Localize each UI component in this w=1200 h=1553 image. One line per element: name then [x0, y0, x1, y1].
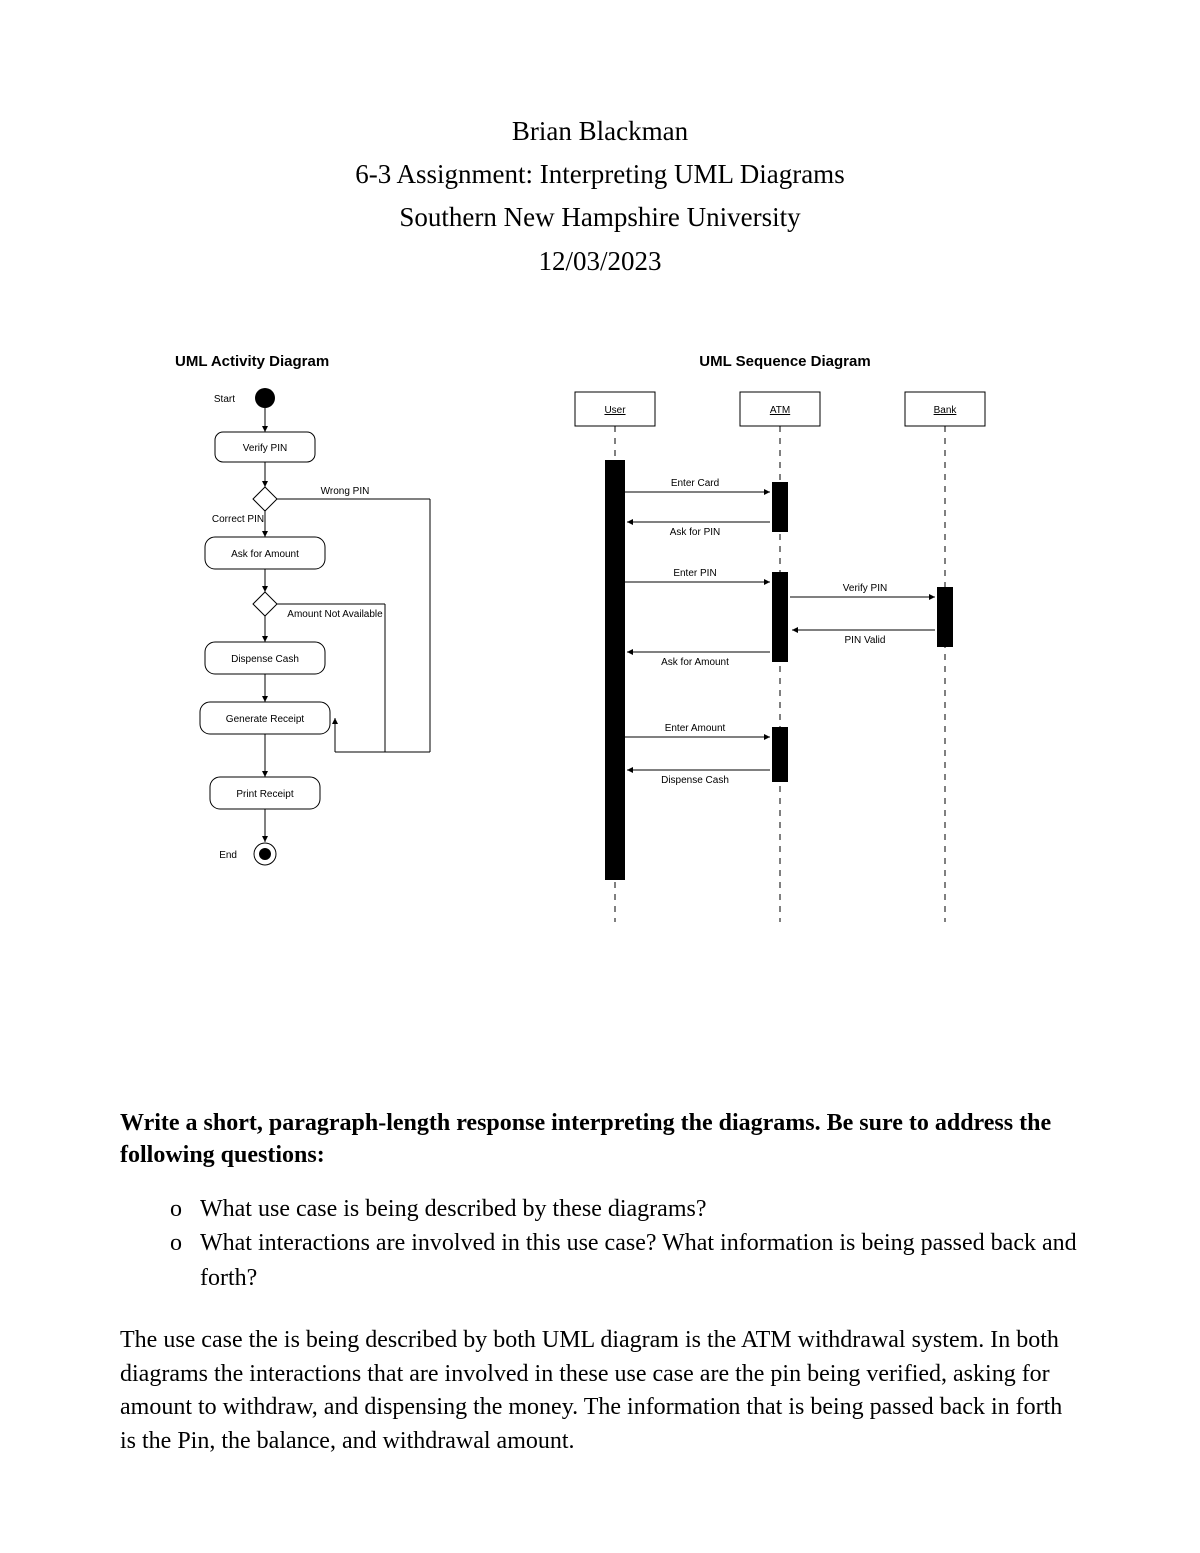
- assignment-line: 6-3 Assignment: Interpreting UML Diagram…: [120, 153, 1080, 196]
- activity-diagram: UML Activity Diagram Start Verify PIN Co…: [175, 353, 495, 947]
- sequence-diagram: UML Sequence Diagram User ATM Bank: [545, 353, 1025, 947]
- institution-line: Southern New Hampshire University: [120, 196, 1080, 239]
- author-line: Brian Blackman: [120, 110, 1080, 153]
- atm-activation-3: [772, 727, 788, 782]
- decision-pin: [253, 487, 277, 511]
- bank-label: Bank: [934, 405, 958, 416]
- print-receipt-text: Print Receipt: [236, 789, 293, 800]
- answer-paragraph: The use case the is being described by b…: [120, 1324, 1080, 1458]
- verify-pin-text: Verify PIN: [243, 443, 287, 454]
- user-label: User: [604, 405, 626, 416]
- atm-label: ATM: [770, 405, 790, 416]
- msg-ask-amount: Ask for Amount: [661, 657, 729, 668]
- activity-svg: Start Verify PIN Correct PIN Wrong PIN A…: [175, 382, 495, 942]
- msg-dispense-cash: Dispense Cash: [661, 775, 729, 786]
- atm-activation-1: [772, 482, 788, 532]
- diagrams-row: UML Activity Diagram Start Verify PIN Co…: [120, 353, 1080, 947]
- msg-enter-amount: Enter Amount: [665, 723, 726, 734]
- user-activation: [605, 460, 625, 880]
- correct-pin-label: Correct PIN: [212, 514, 264, 525]
- atm-activation-2: [772, 572, 788, 662]
- date-line: 12/03/2023: [120, 240, 1080, 283]
- msg-pin-valid: PIN Valid: [845, 635, 886, 646]
- msg-enter-pin: Enter PIN: [673, 568, 716, 579]
- header-block: Brian Blackman 6-3 Assignment: Interpret…: [120, 110, 1080, 283]
- msg-ask-pin: Ask for PIN: [670, 527, 721, 538]
- questions-list: What use case is being described by thes…: [120, 1192, 1080, 1296]
- prompt-text: Write a short, paragraph-length response…: [120, 1107, 1080, 1172]
- decision-amount: [253, 592, 277, 616]
- dispense-cash-text: Dispense Cash: [231, 654, 299, 665]
- msg-enter-card: Enter Card: [671, 478, 719, 489]
- wrong-pin-label: Wrong PIN: [321, 486, 370, 497]
- generate-receipt-text: Generate Receipt: [226, 714, 305, 725]
- sequence-title: UML Sequence Diagram: [545, 353, 1025, 370]
- question-2: What interactions are involved in this u…: [170, 1226, 1080, 1296]
- end-dot: [259, 848, 271, 860]
- start-label: Start: [214, 394, 235, 405]
- end-label: End: [219, 850, 237, 861]
- activity-title: UML Activity Diagram: [175, 353, 495, 370]
- ask-amount-text: Ask for Amount: [231, 549, 299, 560]
- bank-activation: [937, 587, 953, 647]
- sequence-svg: User ATM Bank Enter Card Ask for PIN: [545, 382, 1025, 942]
- start-node: [255, 388, 275, 408]
- amount-na-label: Amount Not Available: [287, 609, 383, 620]
- question-1: What use case is being described by thes…: [170, 1192, 1080, 1227]
- document-page: Brian Blackman 6-3 Assignment: Interpret…: [0, 0, 1200, 1538]
- msg-verify-pin: Verify PIN: [843, 583, 887, 594]
